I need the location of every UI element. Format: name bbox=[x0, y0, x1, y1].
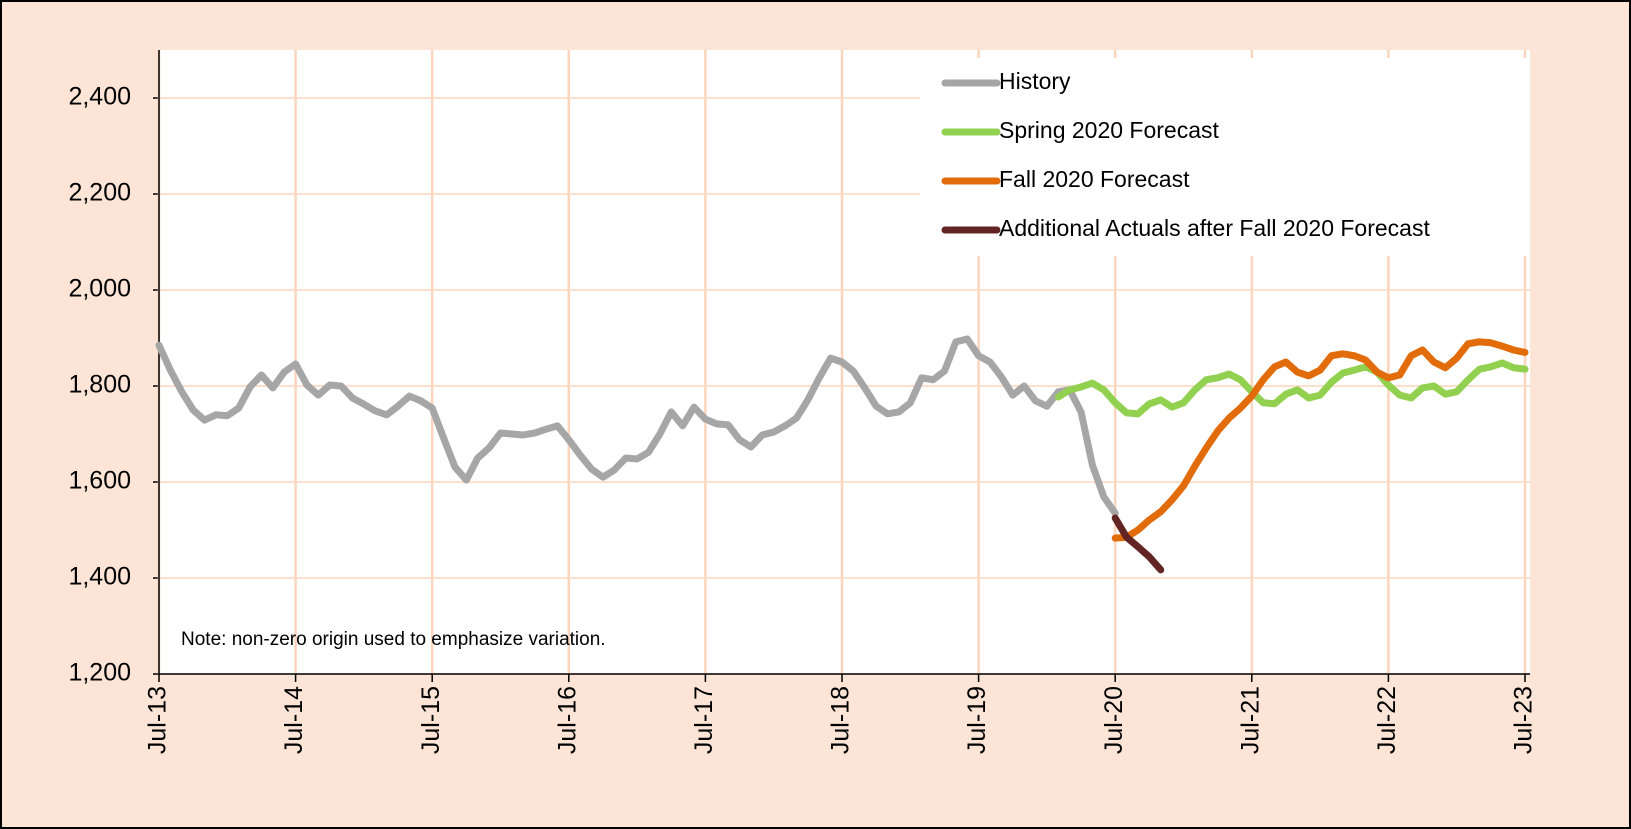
line-series bbox=[1111, 514, 1165, 574]
y-tick-label: 1,200 bbox=[68, 659, 131, 687]
line-series bbox=[155, 335, 1119, 517]
x-tick-label: Jul-14 bbox=[280, 686, 308, 754]
legend-box bbox=[920, 58, 1530, 256]
x-tick-label: Jul-16 bbox=[553, 686, 581, 754]
x-tick-label: Jul-19 bbox=[963, 686, 991, 754]
x-tick-label: Jul-20 bbox=[1100, 686, 1128, 754]
y-tick-label: 2,200 bbox=[68, 179, 131, 207]
y-tick-label: 1,800 bbox=[68, 371, 131, 399]
x-tick-label: Jul-23 bbox=[1510, 686, 1538, 754]
legend-label: Spring 2020 Forecast bbox=[999, 117, 1220, 143]
x-tick-label: Jul-15 bbox=[417, 686, 445, 754]
legend-label: Fall 2020 Forecast bbox=[999, 166, 1190, 192]
y-tick-label: 2,000 bbox=[68, 275, 131, 303]
y-tick-label: 2,400 bbox=[68, 83, 131, 111]
x-tick-label: Jul-13 bbox=[144, 686, 172, 754]
x-tick-label: Jul-17 bbox=[690, 686, 718, 754]
line-series bbox=[1111, 338, 1529, 542]
legend-label: History bbox=[999, 68, 1071, 94]
line-series bbox=[1054, 359, 1529, 418]
y-tick-label: 1,400 bbox=[68, 563, 131, 591]
x-tick-label: Jul-21 bbox=[1236, 686, 1264, 754]
note: Note: non-zero origin used to emphasize … bbox=[181, 629, 606, 650]
y-tick-label: 1,600 bbox=[68, 467, 131, 495]
x-tick-label: Jul-22 bbox=[1373, 686, 1401, 754]
x-tick-label: Jul-18 bbox=[827, 686, 855, 754]
legend-label: Additional Actuals after Fall 2020 Forec… bbox=[999, 215, 1430, 241]
